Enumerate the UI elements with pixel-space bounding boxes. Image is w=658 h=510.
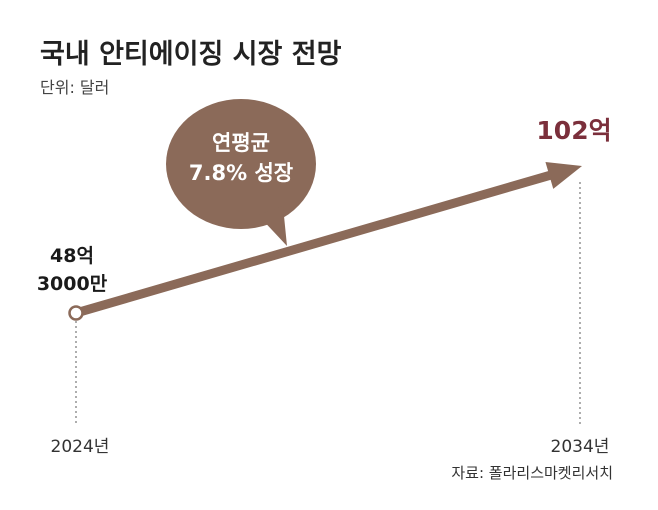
x-tick-label-2024: 2024년 (51, 437, 110, 457)
start-point-marker (68, 305, 84, 321)
start-value-label-line-2: 3000만 (37, 273, 108, 295)
series-line (71, 169, 558, 318)
growth-callout: 연평균 7.8% 성장 (166, 99, 316, 246)
start-value-label-line-1: 48억 (50, 245, 94, 267)
callout-bubble (166, 99, 316, 229)
callout-line-1: 연평균 (212, 131, 270, 155)
arrow-head (545, 162, 582, 189)
end-value-label: 102억 (536, 116, 611, 145)
x-tick-label-2034: 2034년 (551, 437, 610, 457)
source-label: 자료: 폴라리스마켓리서치 (451, 464, 613, 482)
callout-bubble-tail (258, 206, 287, 246)
unit-label: 단위: 달러 (40, 78, 109, 97)
callout-line-2: 7.8% 성장 (189, 161, 293, 185)
chart-title: 국내 안티에이징 시장 전망 (40, 39, 342, 70)
